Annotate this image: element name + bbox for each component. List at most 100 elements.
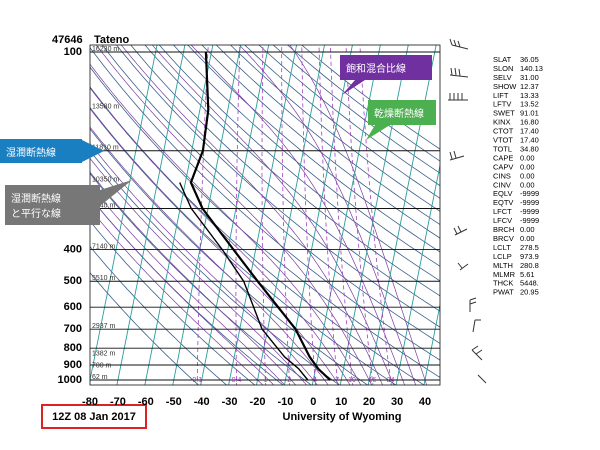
index-name: CINV [493, 180, 511, 189]
index-name: CAPE [493, 153, 513, 162]
index-value: -9999 [520, 198, 539, 207]
callout-text: 湿潤断熱線 [6, 147, 56, 159]
mixing-ratio-line [235, 45, 241, 385]
index-name: THCK [493, 279, 513, 288]
dry-adiabat [229, 45, 440, 212]
wind-barb [471, 345, 483, 361]
callout-text: 飽和混合比線 [346, 64, 406, 75]
index-value: 36.05 [520, 55, 539, 64]
mixing-ratio-label: 10 [348, 377, 356, 384]
marks [179, 51, 331, 381]
y-tick-label: 1000 [58, 374, 82, 386]
index-name: BRCV [493, 234, 514, 243]
mixing-ratio-line [196, 45, 209, 385]
dry-adiabat [258, 45, 440, 187]
x-tick-label: 10 [335, 396, 347, 408]
dry-adiabat [90, 47, 440, 361]
height-label: 62 m [92, 374, 108, 381]
wind-barbs [448, 38, 487, 384]
index-value: 20.95 [520, 288, 539, 297]
x-tick-label: -60 [138, 396, 154, 408]
x-tick-label: -20 [250, 396, 266, 408]
index-value: 34.80 [520, 144, 539, 153]
index-name: SWET [493, 109, 515, 118]
index-value: -9999 [520, 207, 539, 216]
index-name: LCLP [493, 252, 512, 261]
grid [90, 45, 440, 385]
dry-adiabat [215, 45, 440, 226]
mixing-ratio-line [261, 45, 267, 385]
profile-line [179, 182, 309, 381]
wind-barb [448, 93, 468, 101]
index-value: 17.40 [520, 136, 539, 145]
index-value: 140.13 [520, 64, 543, 73]
isotherm [367, 45, 437, 385]
index-name: LIFT [493, 91, 509, 100]
dry-adiabat [90, 107, 397, 385]
isotherm [200, 45, 270, 385]
mixing-ratio-label: 7 [335, 377, 339, 384]
index-name: SELV [493, 73, 512, 82]
index-value: 17.40 [520, 127, 539, 136]
index-name: BRCH [493, 225, 514, 234]
wind-barb [449, 150, 465, 161]
index-name: LFCV [493, 216, 512, 225]
mixing-ratio-label: 4 [313, 377, 317, 384]
source: University of Wyoming [283, 411, 402, 423]
mixing-ratio-line [359, 45, 392, 385]
dry-adiabat [187, 45, 440, 253]
x-tick-label: -80 [82, 396, 98, 408]
mixing-ratio-line [318, 45, 339, 385]
callout-mixing: 飽和混合比線 [340, 55, 432, 80]
index-value: 13.52 [520, 100, 539, 109]
wind-barb [449, 67, 469, 78]
callout-moist: 湿潤断熱線 [0, 139, 82, 163]
index-value: 973.9 [520, 252, 539, 261]
moist-adiabat [90, 63, 362, 385]
index-name: SHOW [493, 82, 517, 91]
index-name: VTOT [493, 136, 513, 145]
height-label: 7140 m [92, 243, 116, 250]
isotherm [116, 45, 186, 385]
dry-adiabat [130, 45, 440, 312]
mixing-ratio-label: 24 [387, 377, 395, 384]
index-value: 0.00 [520, 153, 535, 162]
mixing-ratio-line [345, 45, 374, 385]
isotherm [144, 45, 214, 385]
callout-text: と平行な線 [11, 209, 61, 220]
index-value: 0.00 [520, 171, 535, 180]
index-value: 91.01 [520, 109, 539, 118]
index-value: 12.37 [520, 82, 539, 91]
dry-adiabat [90, 86, 425, 385]
y-tick-label: 900 [64, 359, 82, 371]
index-name: MLTH [493, 261, 513, 270]
mixing-ratio-label: 0.4 [232, 377, 242, 384]
index-value: 0.00 [520, 234, 535, 243]
index-value: 280.8 [520, 261, 539, 270]
chart-title: Tateno [94, 34, 130, 46]
dry-adiabat [90, 245, 228, 385]
dry-adiabat [172, 45, 440, 267]
isotherm [311, 45, 381, 385]
x-tick-label: -70 [110, 396, 126, 408]
wind-barb [477, 374, 487, 384]
dry-adiabat [201, 45, 440, 239]
mixing-ratio-label: 0.1 [192, 377, 202, 384]
isotherm [228, 45, 298, 385]
mixing-ratio-line [330, 45, 353, 385]
index-value: 0.00 [520, 225, 535, 234]
index-value: 16.80 [520, 118, 539, 127]
mixing-ratio-label: 2 [287, 377, 291, 384]
y-tick-label: 500 [64, 275, 82, 287]
dry-adiabat [90, 272, 199, 385]
dry-adiabat [90, 128, 369, 385]
height-label: 13580 m [92, 104, 119, 111]
index-value: 0.00 [520, 180, 535, 189]
index-value: 0.00 [520, 162, 535, 171]
index-name: CINS [493, 171, 511, 180]
moist-adiabat [151, 45, 394, 385]
dry-adiabat [90, 220, 256, 385]
index-value: 13.33 [520, 91, 539, 100]
